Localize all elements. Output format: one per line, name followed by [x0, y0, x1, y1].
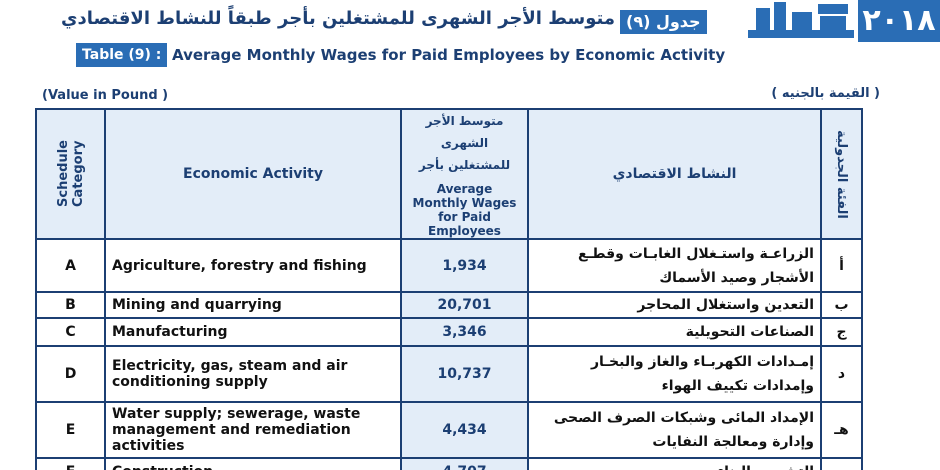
header-cell: Schedule Category [35, 108, 106, 240]
table-cell: ب [820, 291, 863, 319]
title-ar: متوسط الأجر الشهرى للمشتغلين بأجر طبقاً … [61, 8, 615, 29]
table-cell: F [35, 457, 106, 470]
table-label-ar: جدول (٩) [620, 10, 707, 34]
table-cell: الصناعات التحويلية [527, 317, 822, 347]
table-cell: التشييد والبناء [527, 457, 822, 470]
table-cell: 20,701 [400, 291, 529, 319]
table-cell: و [820, 457, 863, 470]
year-badge: ٢٠١٨ [858, 0, 940, 42]
table-cell: E [35, 401, 106, 459]
table-cell: B [35, 291, 106, 319]
table-cell: 3,346 [400, 317, 529, 347]
buildings-icon [748, 2, 854, 38]
title-en: Average Monthly Wages for Paid Employees… [172, 46, 726, 64]
table-cell: 1,934 [400, 238, 529, 293]
header-cell: Economic Activity [104, 108, 402, 240]
table-row: A Agriculture, forestry and fishing 1,934 ا… [35, 238, 863, 293]
table-cell: ج [820, 317, 863, 347]
header-cell: الفئة الجدولية [820, 108, 863, 240]
table-cell: Mining and quarrying [104, 291, 402, 319]
table-row: FConstruction4,707التشييد والبناءو [35, 457, 863, 470]
table-cell: Manufacturing [104, 317, 402, 347]
unit-ar: ( القيمة بالجنيه ) [771, 86, 880, 101]
table-cell: C [35, 317, 106, 347]
table-row: B Mining and quarrying 20,701 التعدين واستغ… [35, 291, 863, 319]
header-text: Average Monthly Wages for Paid Employees [412, 182, 517, 238]
table-cell: هـ [820, 401, 863, 459]
table-cell: D [35, 345, 106, 403]
unit-en: (Value in Pound ) [42, 88, 169, 103]
table-cell: 10,737 [400, 345, 529, 403]
table-row: C Manufacturing 3,346 الصناعات التحويلية ج [35, 317, 863, 347]
table-row: D Electricity, gas, steam and air conditi… [35, 345, 863, 403]
table-cell: A [35, 238, 106, 293]
table-cell: 4,707 [400, 457, 529, 470]
header-text: متوسط الأجر الشهرى للمشتغلين بأجر [418, 114, 511, 172]
header-cell: متوسط الأجر الشهرى للمشتغلين بأجر Averag… [400, 108, 529, 240]
table-row: E Water supply; sewerage, waste managemen… [35, 401, 863, 459]
table-cell: أ [820, 238, 863, 293]
table-cell: التعدين واستغلال المحاجر [527, 291, 822, 319]
header-text: Schedule Category [55, 140, 86, 208]
table-cell: Agriculture, forestry and fishing [104, 238, 402, 293]
wages-table: Schedule Category Economic Activity متوس… [35, 108, 863, 470]
table-cell: د [820, 345, 863, 403]
header-text: الفئة الجدولية [834, 129, 849, 219]
table-cell: Water supply; sewerage, waste management… [104, 401, 402, 459]
header-cell: النشاط الاقتصادي [527, 108, 822, 240]
table-label-en: Table (9) : [76, 43, 168, 67]
table-cell: Construction [104, 457, 402, 470]
table-cell: الإمداد المائى وشبكات الصرف الصحى وإدارة… [527, 401, 822, 459]
table-body: A Agriculture, forestry and fishing 1,934 ا… [35, 238, 863, 470]
table-cell: Electricity, gas, steam and air conditio… [104, 345, 402, 403]
table-cell: إمـدادات الكهربـاء والغاز والبخـار وإمدا… [527, 345, 822, 403]
table-cell: الزراعـة واستـغلال الغابـات وقطـع الأشجا… [527, 238, 822, 293]
table-cell: 4,434 [400, 401, 529, 459]
header-row: Schedule Category Economic Activity متوس… [35, 108, 863, 240]
